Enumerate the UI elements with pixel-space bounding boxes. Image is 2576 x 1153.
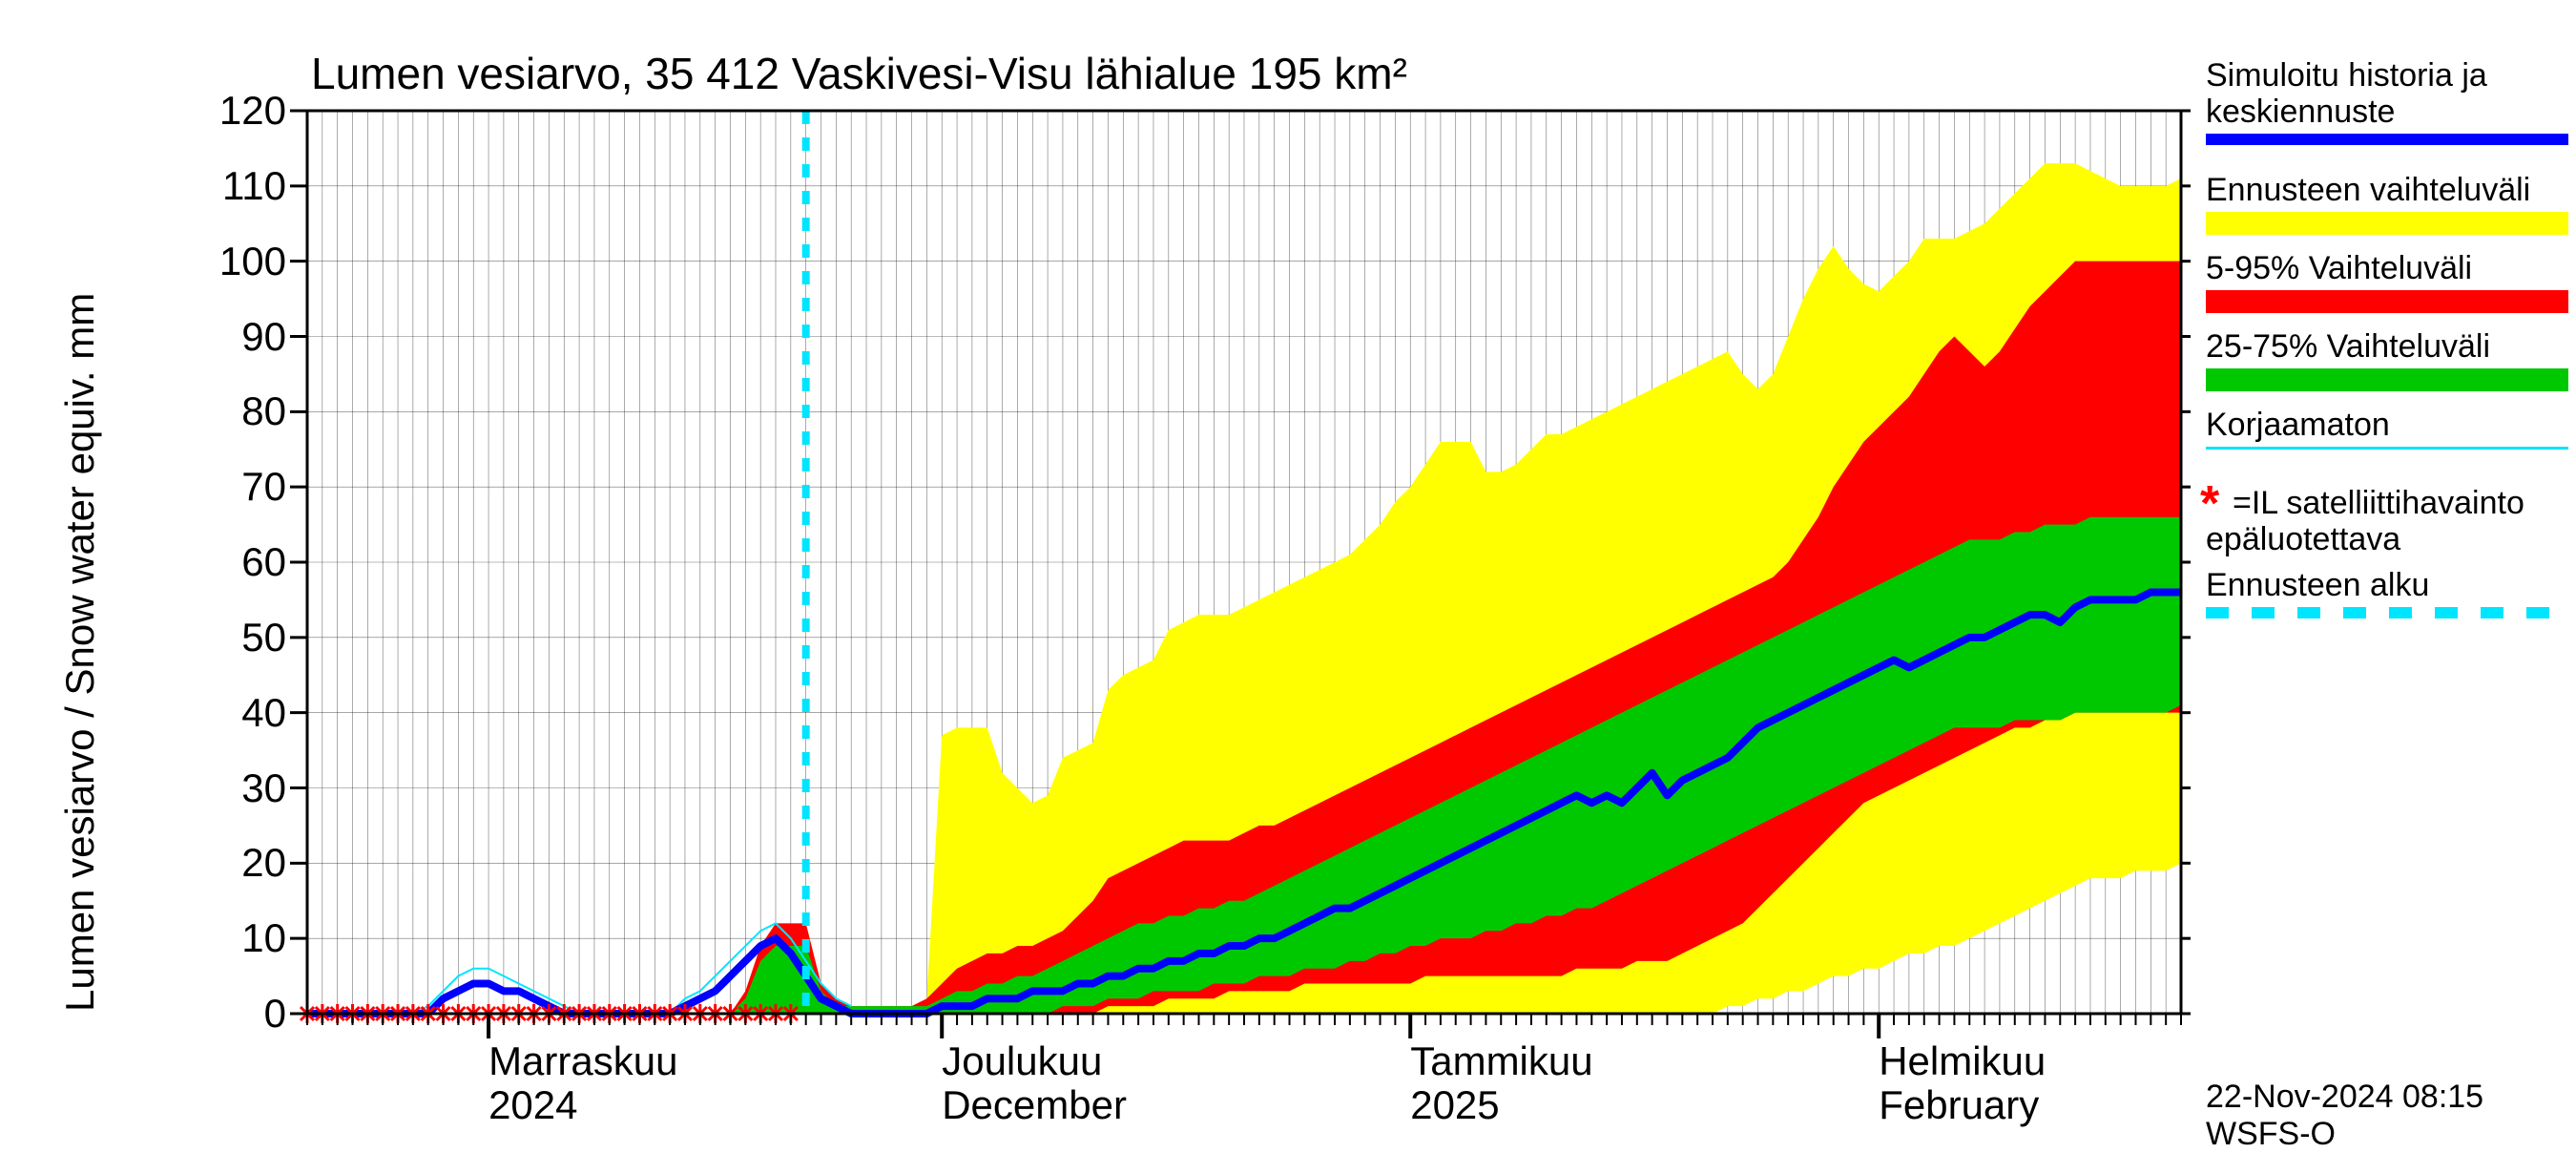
x-month-sublabel: December [942,1082,1127,1128]
legend-label: Korjaamaton [2206,409,2390,443]
legend-label: Ennusteen alku [2206,569,2429,603]
legend-label: 5-95% Vaihteluväli [2206,252,2472,286]
y-tick: 10 [181,915,286,961]
y-tick: 120 [181,88,286,134]
y-tick: 90 [181,314,286,360]
y-tick: 80 [181,388,286,434]
y-tick: 70 [181,464,286,510]
legend-swatch [2206,134,2568,145]
y-tick: 100 [181,239,286,284]
y-tick: 60 [181,539,286,585]
x-month-sublabel: February [1879,1082,2039,1128]
y-tick: 110 [181,163,286,209]
y-tick: 20 [181,840,286,886]
plot-area [0,0,2576,1145]
legend-label: keskiennuste [2206,95,2395,130]
y-tick: 50 [181,615,286,660]
legend-swatch [2206,447,2568,450]
chart-container: Lumen vesiarvo, 35 412 Vaskivesi-Visu lä… [0,0,2576,1145]
legend-label: epäluotettava [2206,523,2400,557]
y-tick: 0 [181,991,286,1037]
legend-swatch [2206,290,2568,313]
legend-swatch [2206,607,2568,618]
x-month-label: Tammikuu [1410,1038,1592,1084]
x-month-sublabel: 2024 [488,1082,577,1128]
x-month-label: Joulukuu [942,1038,1102,1084]
legend-label: 25-75% Vaihteluväli [2206,330,2490,365]
y-tick: 40 [181,690,286,736]
y-tick: 30 [181,765,286,811]
x-month-label: Helmikuu [1879,1038,2046,1084]
legend-label: Simuloitu historia ja [2206,59,2487,94]
timestamp: 22-Nov-2024 08:15 WSFS-O [2206,1079,2576,1153]
x-month-label: Marraskuu [488,1038,677,1084]
legend-label: Ennusteen vaihteluväli [2206,174,2530,208]
legend-swatch [2206,212,2568,235]
legend-swatch [2206,368,2568,391]
legend-label: =IL satelliittihavainto [2233,487,2524,521]
x-month-sublabel: 2025 [1410,1082,1499,1128]
